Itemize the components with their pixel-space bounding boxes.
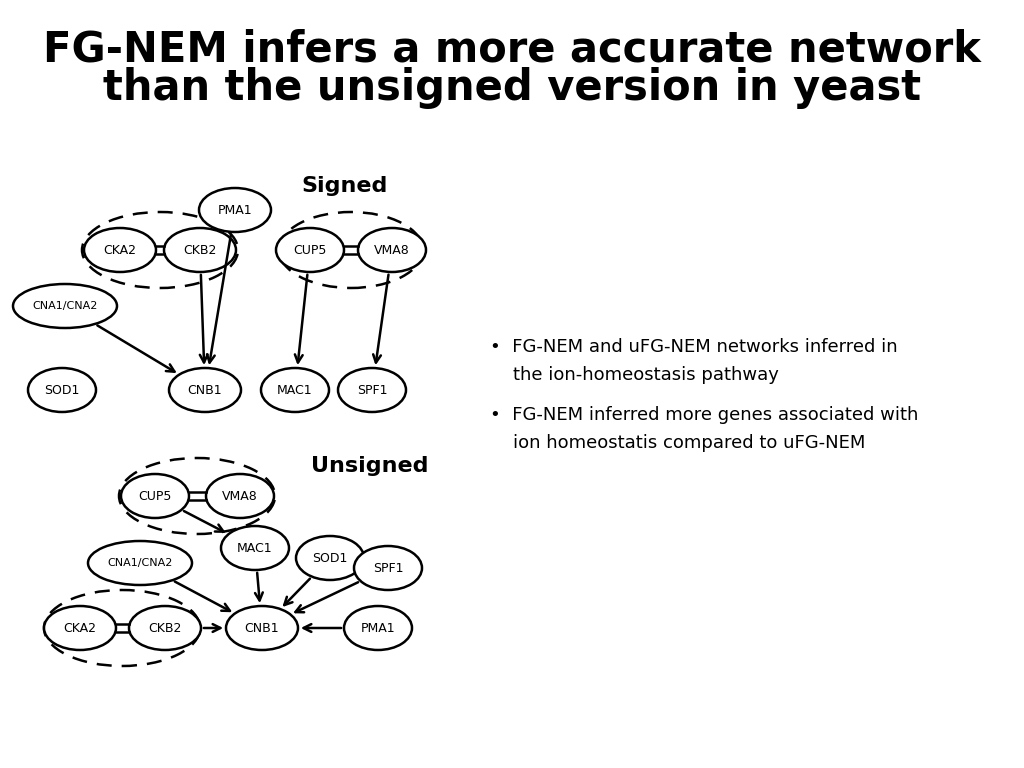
Text: SOD1: SOD1	[44, 383, 80, 396]
Ellipse shape	[338, 368, 406, 412]
Ellipse shape	[344, 606, 412, 650]
Text: CKB2: CKB2	[183, 243, 217, 257]
Ellipse shape	[121, 474, 189, 518]
Text: SOD1: SOD1	[312, 551, 348, 564]
Text: •  FG-NEM inferred more genes associated with: • FG-NEM inferred more genes associated …	[490, 406, 919, 424]
Ellipse shape	[226, 606, 298, 650]
Ellipse shape	[28, 368, 96, 412]
Ellipse shape	[296, 536, 364, 580]
Text: CUP5: CUP5	[138, 489, 172, 502]
Ellipse shape	[354, 546, 422, 590]
Text: SPF1: SPF1	[373, 561, 403, 574]
Ellipse shape	[221, 526, 289, 570]
Ellipse shape	[261, 368, 329, 412]
Ellipse shape	[88, 541, 193, 585]
Ellipse shape	[358, 228, 426, 272]
Ellipse shape	[44, 606, 116, 650]
Ellipse shape	[199, 188, 271, 232]
Text: PMA1: PMA1	[218, 204, 252, 217]
Text: MAC1: MAC1	[238, 541, 272, 554]
Text: CKA2: CKA2	[103, 243, 136, 257]
Text: SPF1: SPF1	[356, 383, 387, 396]
Text: CNA1/CNA2: CNA1/CNA2	[33, 301, 97, 311]
Ellipse shape	[169, 368, 241, 412]
Text: ion homeostatis compared to uFG-NEM: ion homeostatis compared to uFG-NEM	[490, 434, 865, 452]
Text: •  FG-NEM and uFG-NEM networks inferred in: • FG-NEM and uFG-NEM networks inferred i…	[490, 338, 898, 356]
Text: CNB1: CNB1	[245, 621, 280, 634]
Text: CNA1/CNA2: CNA1/CNA2	[108, 558, 173, 568]
Text: VMA8: VMA8	[374, 243, 410, 257]
Text: Signed: Signed	[302, 176, 388, 196]
Text: CNB1: CNB1	[187, 383, 222, 396]
Ellipse shape	[13, 284, 117, 328]
Ellipse shape	[276, 228, 344, 272]
Ellipse shape	[84, 228, 156, 272]
Text: the ion-homeostasis pathway: the ion-homeostasis pathway	[490, 366, 779, 384]
Text: CKB2: CKB2	[148, 621, 181, 634]
Ellipse shape	[129, 606, 201, 650]
Text: VMA8: VMA8	[222, 489, 258, 502]
Text: CUP5: CUP5	[293, 243, 327, 257]
Text: than the unsigned version in yeast: than the unsigned version in yeast	[103, 67, 921, 109]
Ellipse shape	[206, 474, 274, 518]
Text: CKA2: CKA2	[63, 621, 96, 634]
Text: Unsigned: Unsigned	[311, 456, 429, 476]
Text: MAC1: MAC1	[278, 383, 312, 396]
Text: FG-NEM infers a more accurate network: FG-NEM infers a more accurate network	[43, 29, 981, 71]
Text: PMA1: PMA1	[360, 621, 395, 634]
Ellipse shape	[164, 228, 236, 272]
